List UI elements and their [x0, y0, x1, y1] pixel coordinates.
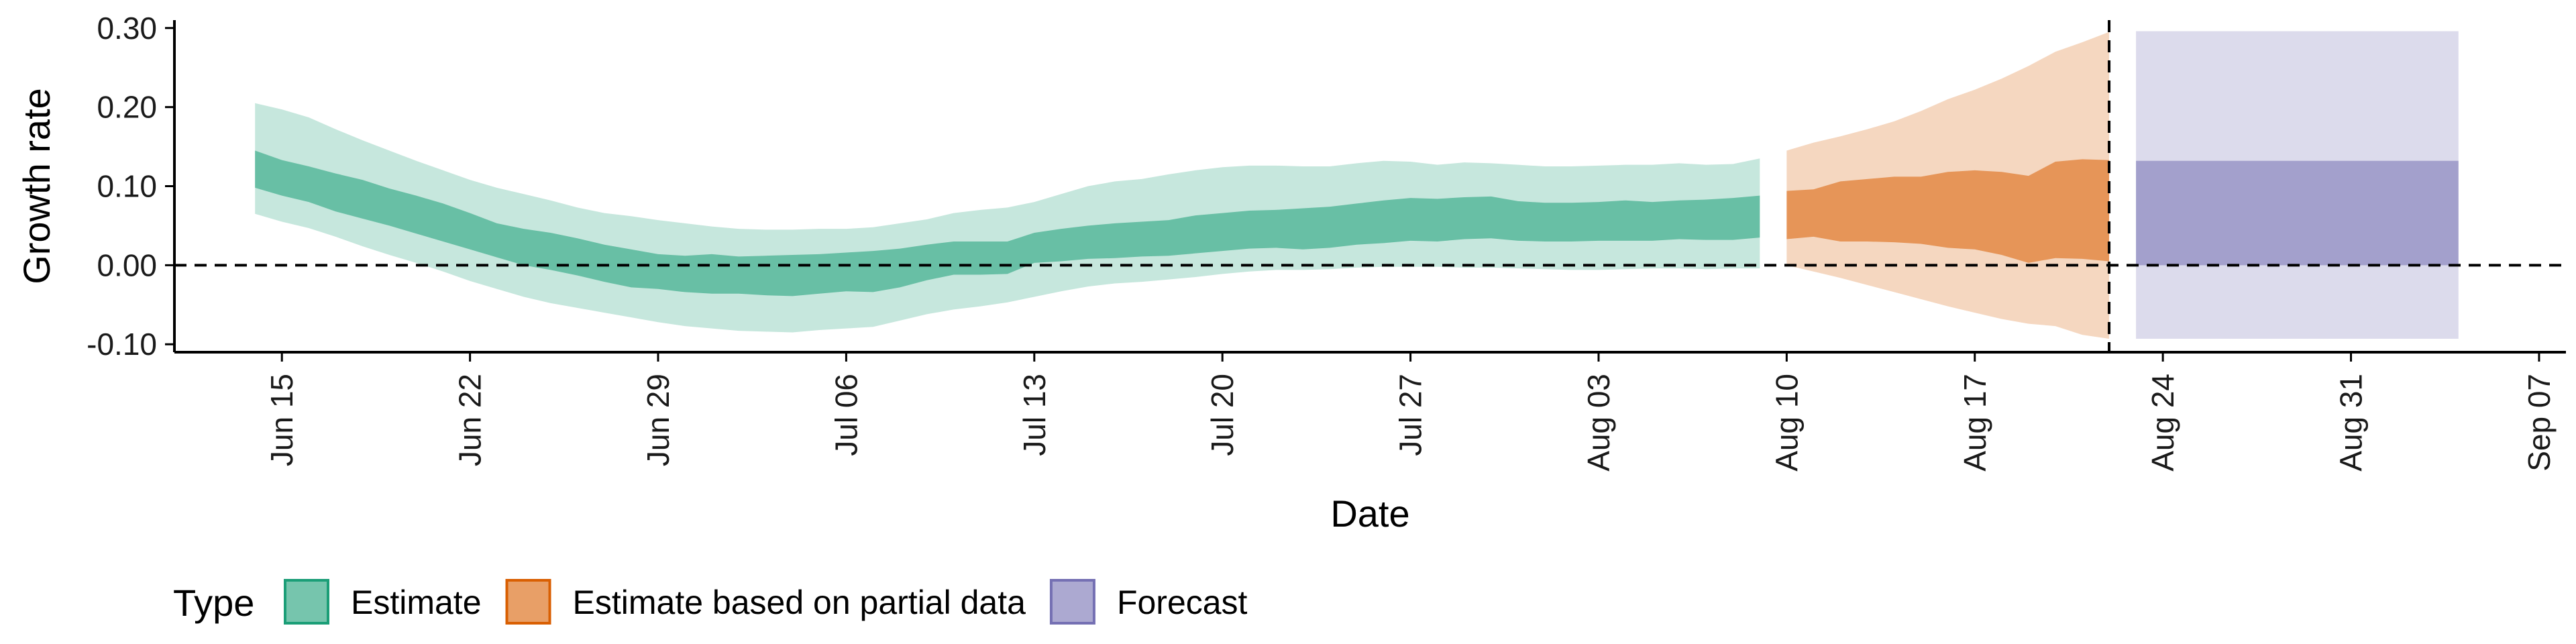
x-tick-label: Jul 27 [1393, 374, 1428, 456]
x-tick-label: Aug 24 [2145, 374, 2180, 472]
x-tick-label: Aug 03 [1581, 374, 1616, 472]
legend-title: Type [173, 582, 254, 624]
reference-lines [174, 20, 2566, 352]
legend-label-forecast: Forecast [1117, 584, 1248, 621]
x-tick-label: Jun 22 [453, 374, 488, 466]
y-tick-label: 0.10 [97, 169, 157, 204]
bands-layer [255, 31, 2459, 339]
y-tick-label: 0.30 [97, 11, 157, 46]
forecast-band-50 [2136, 160, 2459, 266]
legend-label-estimate: Estimate [351, 584, 482, 621]
x-tick-label: Sep 07 [2522, 374, 2557, 472]
legend-label-estimate-based-on-partial-data: Estimate based on partial data [573, 584, 1026, 621]
legend-swatch-estimate [284, 579, 329, 625]
legend-swatch-forecast [1049, 579, 1095, 625]
y-axis-title: Growth rate [15, 88, 58, 284]
x-tick-label: Jul 06 [828, 374, 863, 456]
x-tick-label: Jun 15 [264, 374, 299, 466]
x-tick-label: Aug 10 [1769, 374, 1804, 472]
x-tick-label: Aug 31 [2334, 374, 2369, 472]
x-tick-label: Aug 17 [1957, 374, 1992, 472]
legend-swatch-estimate-based-on-partial-data [505, 579, 551, 625]
x-tick-label: Jun 29 [641, 374, 676, 466]
x-tick-label: Jul 13 [1017, 374, 1052, 456]
axes: -0.10 0.00 0.10 0.20 0.30 Jun 15 Jun 22 Jun 29 J… [87, 11, 2566, 472]
x-axis-title: Date [1330, 492, 1409, 535]
estimate-based-on-partial-data-band-50 [1786, 159, 2110, 263]
estimate-band-50 [255, 150, 1760, 297]
x-tick-label: Jul 20 [1205, 374, 1240, 456]
y-tick-label: 0.00 [97, 248, 157, 282]
y-tick-label: 0.20 [97, 90, 157, 125]
y-tick-label: -0.10 [87, 327, 157, 362]
legend: Type Estimate Estimate based on partial d… [173, 579, 1248, 625]
